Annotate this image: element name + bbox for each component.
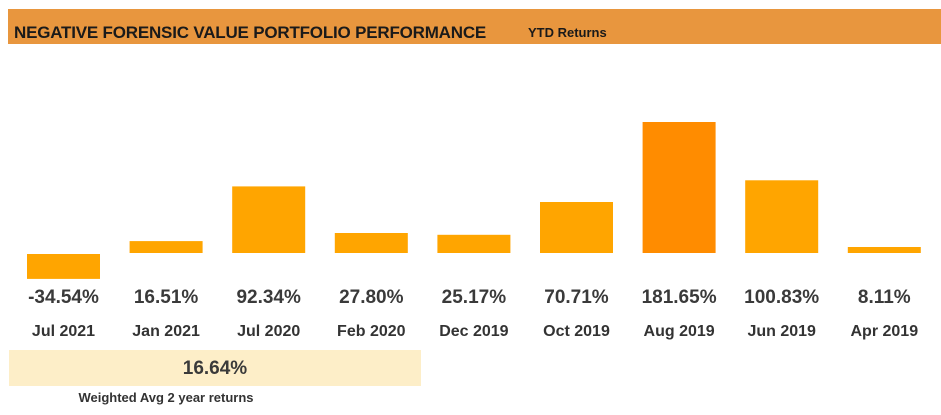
bar-oct-2019	[540, 202, 613, 253]
category-label: Aug 2019	[643, 323, 715, 340]
bar-jan-2021	[129, 241, 203, 253]
category-label: Jul 2020	[237, 323, 301, 340]
value-label: 27.80%	[339, 287, 404, 308]
weighted-average-box: 16.64%	[9, 350, 421, 386]
bar-jun-2019	[745, 180, 819, 253]
weighted-average-caption: Weighted Avg 2 year returns	[78, 390, 254, 405]
category-label: Feb 2020	[337, 323, 406, 340]
category-label: Jan 2021	[132, 323, 200, 340]
value-label: 8.11%	[857, 287, 911, 308]
bar-aug-2019	[642, 122, 716, 253]
bar-dec-2019	[437, 234, 511, 253]
value-label: -34.54%	[28, 287, 99, 308]
value-label: 100.83%	[744, 287, 820, 308]
value-label: 70.71%	[544, 287, 609, 308]
chart-subtitle: YTD Returns	[528, 25, 607, 40]
bar-apr-2019	[847, 247, 921, 253]
value-label: 16.51%	[133, 287, 199, 308]
category-label: Apr 2019	[850, 323, 919, 340]
value-label: 92.34%	[236, 287, 301, 308]
category-label: Jul 2021	[31, 323, 96, 340]
category-label: Oct 2019	[543, 323, 610, 340]
value-label: 25.17%	[441, 287, 507, 308]
bar-chart	[27, 122, 921, 279]
weighted-average-value: 16.64%	[182, 358, 248, 379]
chart-header: NEGATIVE FORENSIC VALUE PORTFOLIO PERFOR…	[8, 9, 941, 44]
bar-feb-2020	[334, 233, 408, 253]
bar-jul-2021	[27, 254, 100, 279]
category-label: Jun 2019	[747, 323, 816, 340]
bar-jul-2020	[232, 186, 306, 253]
chart-title: NEGATIVE FORENSIC VALUE PORTFOLIO PERFOR…	[14, 23, 487, 42]
value-label: 181.65%	[641, 287, 717, 308]
category-label: Dec 2019	[439, 323, 509, 340]
